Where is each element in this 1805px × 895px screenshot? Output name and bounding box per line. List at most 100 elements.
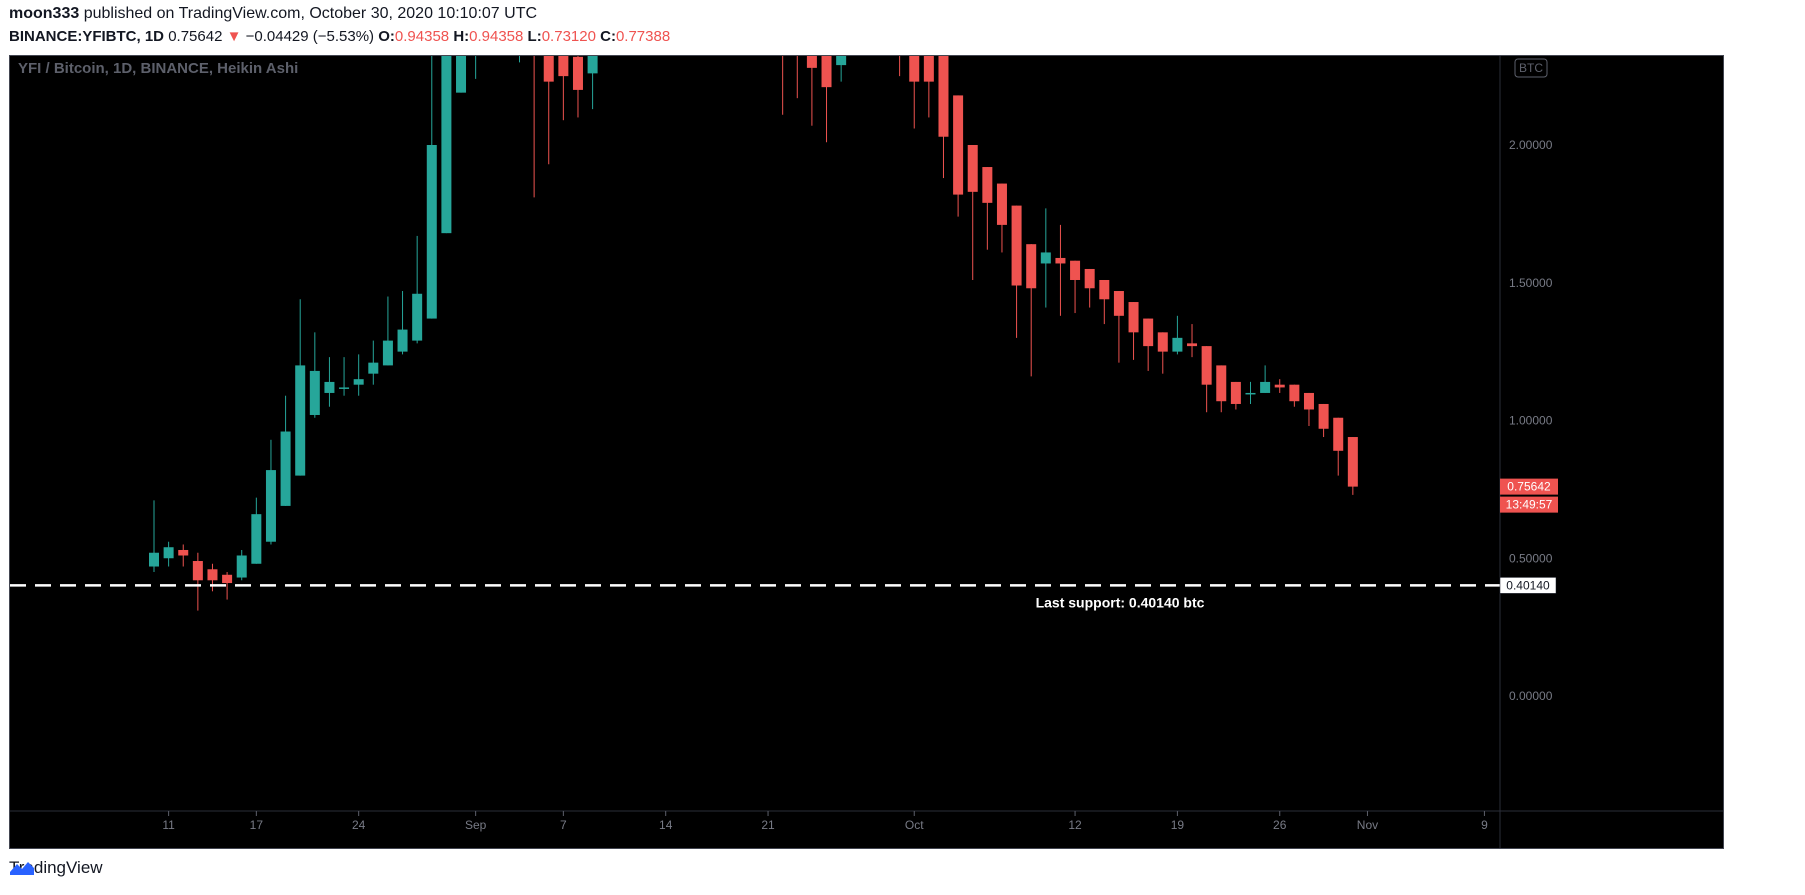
y-tick-label: 1.50000 xyxy=(1509,276,1553,290)
candle-body-down xyxy=(1070,260,1081,280)
candle-body-down xyxy=(222,574,233,584)
y-tick-label: 0.00000 xyxy=(1509,689,1553,703)
candle-body-up xyxy=(324,381,335,393)
close-label: C: xyxy=(600,28,616,45)
x-tick-label: Sep xyxy=(465,818,487,832)
open-label: O: xyxy=(378,28,395,45)
chart-title: YFI / Bitcoin, 1D, BINANCE, Heikin Ashi xyxy=(18,60,298,77)
support-price-label: 0.40140 xyxy=(1506,578,1550,592)
candle-body-up xyxy=(265,470,276,542)
candle-body-down xyxy=(572,56,583,90)
candle-body-down xyxy=(543,56,554,82)
x-tick-label: 21 xyxy=(761,818,775,832)
x-tick-label: 12 xyxy=(1068,818,1082,832)
candle-body-down xyxy=(1318,403,1329,429)
candle-body-down xyxy=(1333,417,1344,451)
candle-body-down xyxy=(1201,346,1212,385)
candle-body-up xyxy=(412,293,423,341)
x-tick-label: 26 xyxy=(1273,818,1287,832)
high-value: 0.94358 xyxy=(469,28,524,45)
candle-body-up xyxy=(295,365,306,476)
candle-body-down xyxy=(1011,205,1022,286)
candle-body-down xyxy=(1084,268,1095,289)
candle-body-down xyxy=(982,167,993,203)
author-name[interactable]: moon333 xyxy=(9,5,80,22)
candle-body-down xyxy=(938,56,949,137)
symbol-label: BINANCE:YFIBTC, 1D xyxy=(9,28,165,45)
countdown-box xyxy=(1500,496,1558,513)
candle-body-down xyxy=(1216,365,1227,402)
candle-body-up xyxy=(236,555,247,578)
last-price-label: 0.75642 xyxy=(1507,480,1551,494)
tradingview-logo-icon xyxy=(10,862,34,875)
symbol-info: BINANCE:YFIBTC, 1D 0.75642 ▼ −0.04429 (−… xyxy=(9,28,670,45)
footer-logo[interactable]: TradingView xyxy=(9,858,103,878)
countdown-label: 13:49:57 xyxy=(1506,498,1553,512)
open-value: 0.94358 xyxy=(394,28,450,45)
x-tick-label: 14 xyxy=(659,818,673,832)
candles xyxy=(149,56,1358,611)
x-tick-label: 17 xyxy=(250,818,264,832)
support-annotation: Last support: 0.40140 btc xyxy=(1036,594,1205,610)
candle-body-up xyxy=(587,56,598,74)
candle-body-down xyxy=(996,183,1007,225)
currency-badge-box[interactable] xyxy=(1514,58,1548,78)
down-arrow-icon: ▼ xyxy=(226,28,242,45)
candle-body-down xyxy=(806,56,817,68)
close-value: 0.77388 xyxy=(615,28,671,45)
candle-body-down xyxy=(558,56,569,77)
candle-body-up xyxy=(397,329,408,352)
candle-body-down xyxy=(1143,318,1154,347)
candle-body-up xyxy=(309,370,320,415)
candle-body-down xyxy=(1347,437,1358,487)
y-tick-label: 2.00000 xyxy=(1509,138,1553,152)
candle-body-up xyxy=(339,387,350,389)
chart-frame[interactable]: YFI / Bitcoin, 1D, BINANCE, Heikin Ashi … xyxy=(9,55,1724,849)
y-tick-label: 0.50000 xyxy=(1509,551,1553,565)
candle-body-up xyxy=(456,56,467,93)
y-axis[interactable]: 4.000003.500003.000002.500002.000001.500… xyxy=(1509,56,1553,703)
published-text: published on TradingView.com, October 30… xyxy=(83,5,538,22)
low-value: 0.73120 xyxy=(541,28,596,45)
candle-body-up xyxy=(1260,381,1271,393)
candle-body-down xyxy=(1128,302,1139,333)
last-price-box xyxy=(1500,478,1558,495)
candle-body-down xyxy=(1274,384,1285,388)
y-tick-label: 1.00000 xyxy=(1509,414,1553,428)
x-tick-label: 24 xyxy=(352,818,366,832)
overlays: 0.40140 Last support: 0.40140 btc 0.75642 1… xyxy=(10,478,1558,610)
candle-body-up xyxy=(280,431,291,506)
candle-body-up xyxy=(251,514,262,564)
candle-body-down xyxy=(1187,343,1198,347)
candle-body-up xyxy=(1172,337,1183,352)
last-price: 0.75642 xyxy=(168,28,223,45)
candle-body-up xyxy=(149,552,159,567)
candle-body-down xyxy=(909,56,920,82)
x-axis[interactable]: 11 17 24 Sep 7 14 21 Oct 12 19 26 Nov 9 xyxy=(162,811,1488,832)
candle-body-up xyxy=(1245,392,1256,395)
candle-body-down xyxy=(967,145,978,192)
x-tick-label: 7 xyxy=(560,818,567,832)
candle-body-up xyxy=(368,362,379,374)
candle-body-up xyxy=(163,547,174,559)
publish-info: moon333 published on TradingView.com, Oc… xyxy=(9,5,537,23)
high-label: H: xyxy=(453,28,470,45)
candlestick-chart[interactable]: YFI / Bitcoin, 1D, BINANCE, Heikin Ashi … xyxy=(10,56,1723,848)
candle-body-up xyxy=(353,379,364,385)
currency-badge: BTC xyxy=(1519,61,1543,75)
candle-body-up xyxy=(836,56,847,66)
candle-body-up xyxy=(1040,252,1051,264)
candle-body-down xyxy=(207,569,218,581)
support-price-box xyxy=(1499,577,1557,594)
candle-body-down xyxy=(923,56,934,82)
x-tick-label: 11 xyxy=(162,818,175,832)
candle-body-down xyxy=(1113,291,1124,316)
x-tick-label: 9 xyxy=(1481,818,1488,832)
candle-body-down xyxy=(1289,384,1300,402)
candle-body-up xyxy=(382,340,393,366)
candle-body-down xyxy=(192,561,203,581)
candle-body-down xyxy=(1099,279,1110,300)
low-label: L: xyxy=(527,28,542,45)
candle-body-down xyxy=(1230,381,1241,404)
price-change: −0.04429 (−5.53%) xyxy=(245,28,375,45)
